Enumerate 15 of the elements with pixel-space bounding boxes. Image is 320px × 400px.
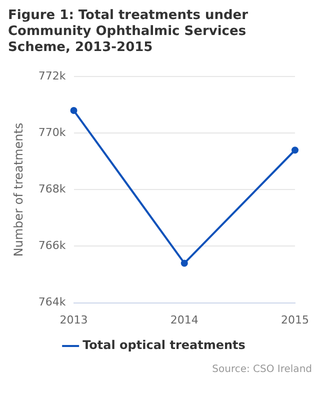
y-tick-label: 770k (38, 126, 66, 140)
source-note: Source: CSO Ireland (211, 364, 312, 375)
legend-label: Total optical treatments (82, 338, 246, 352)
y-axis-title: Number of treatments (11, 122, 26, 257)
point (292, 146, 299, 154)
y-tick-label: 764k (38, 296, 66, 309)
x-tick-label: 2013 (60, 313, 88, 326)
point (70, 107, 78, 114)
x-tick-label: 2015 (281, 313, 310, 326)
chart-title: Figure 1: Total treatments under Community Ophthalmic Services Scheme, 2013-2015 (8, 8, 250, 56)
x-tick-label: 2014 (170, 313, 198, 326)
point (180, 260, 188, 267)
y-tick-label: 772k (38, 69, 66, 82)
y-tick-label: 768k (38, 182, 66, 196)
y-tick-label: 766k (38, 239, 66, 252)
